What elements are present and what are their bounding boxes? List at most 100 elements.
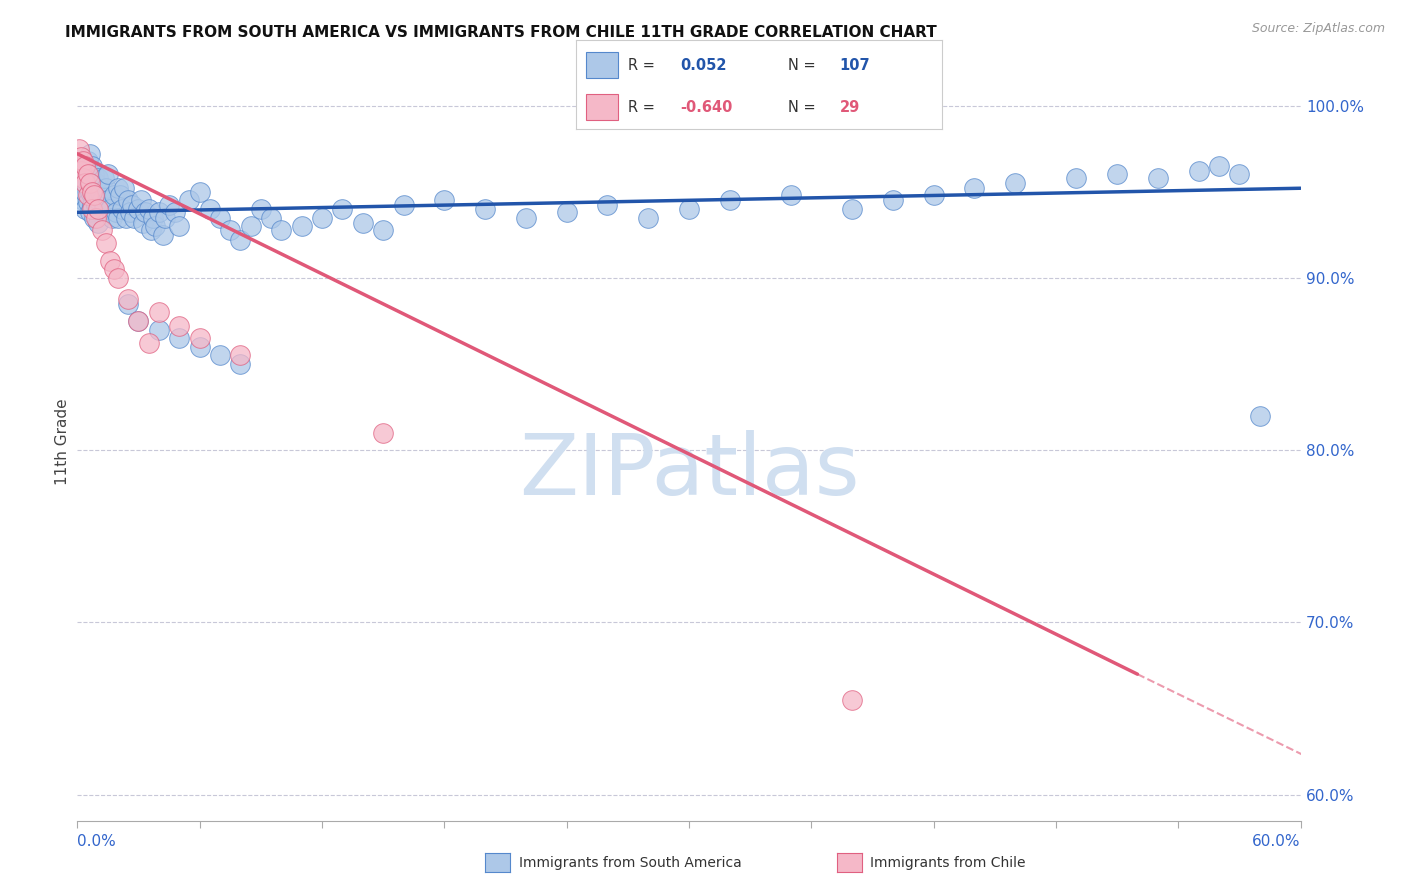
Point	[79, 205, 101, 219]
Point	[72, 153, 94, 168]
Text: 0.0%: 0.0%	[77, 834, 117, 849]
Point	[84, 198, 107, 212]
Point	[260, 211, 283, 225]
Point	[103, 188, 125, 202]
Point	[98, 253, 121, 268]
Point	[596, 198, 619, 212]
Point	[94, 236, 117, 251]
Point	[882, 194, 904, 208]
Point	[83, 211, 105, 225]
Point	[1147, 170, 1170, 185]
Point	[94, 181, 117, 195]
Text: 60.0%: 60.0%	[1253, 834, 1301, 849]
Text: N =: N =	[789, 100, 815, 114]
Point	[188, 340, 211, 354]
Text: ZIPatlas: ZIPatlas	[519, 430, 859, 514]
Point	[72, 170, 94, 185]
Point	[98, 202, 121, 216]
Point	[169, 219, 191, 234]
Point	[474, 202, 496, 216]
Point	[76, 172, 98, 186]
Point	[124, 211, 146, 225]
Point	[84, 211, 107, 225]
Point	[678, 202, 700, 216]
Point	[148, 322, 170, 336]
Point	[97, 194, 120, 208]
Point	[239, 219, 262, 234]
Point	[90, 222, 112, 236]
Point	[67, 181, 90, 195]
Text: -0.640: -0.640	[681, 100, 733, 114]
Point	[718, 194, 741, 208]
Point	[87, 170, 110, 185]
Point	[83, 168, 105, 182]
Point	[352, 216, 374, 230]
Text: 29: 29	[839, 100, 860, 114]
Text: 0.052: 0.052	[681, 58, 727, 72]
Point	[70, 162, 93, 177]
Point	[107, 211, 129, 225]
Point	[1066, 170, 1088, 185]
Point	[93, 170, 115, 185]
Point	[555, 205, 578, 219]
Point	[1208, 159, 1230, 173]
Point	[80, 202, 103, 216]
Point	[433, 194, 456, 208]
Text: N =: N =	[789, 58, 815, 72]
Point	[80, 185, 103, 199]
Point	[208, 348, 231, 362]
Text: 107: 107	[839, 58, 870, 72]
Point	[70, 188, 93, 202]
Point	[1107, 168, 1129, 182]
Point	[79, 185, 101, 199]
Point	[250, 202, 273, 216]
Point	[70, 164, 93, 178]
Point	[103, 262, 125, 277]
Point	[188, 331, 211, 345]
Point	[148, 305, 170, 319]
Point	[115, 211, 138, 225]
FancyBboxPatch shape	[585, 52, 619, 78]
Point	[117, 292, 139, 306]
Point	[637, 211, 659, 225]
Point	[142, 211, 165, 225]
Point	[70, 150, 93, 164]
Point	[371, 222, 394, 236]
Point	[93, 202, 115, 216]
Point	[270, 222, 292, 236]
Point	[129, 194, 152, 208]
Point	[112, 181, 135, 195]
Point	[219, 222, 242, 236]
Text: R =: R =	[627, 100, 655, 114]
Point	[131, 216, 153, 230]
Point	[80, 159, 103, 173]
Point	[229, 357, 252, 371]
Point	[67, 142, 90, 156]
Point	[79, 146, 101, 161]
Point	[117, 194, 139, 208]
Point	[76, 168, 98, 182]
Point	[311, 211, 333, 225]
Point	[76, 194, 98, 209]
Point	[101, 211, 124, 225]
Point	[139, 222, 162, 236]
Point	[152, 227, 174, 242]
Point	[138, 202, 160, 216]
Point	[963, 181, 986, 195]
Point	[392, 198, 415, 212]
Point	[127, 314, 149, 328]
Point	[75, 185, 97, 199]
Point	[779, 188, 801, 202]
Text: IMMIGRANTS FROM SOUTH AMERICA VS IMMIGRANTS FROM CHILE 11TH GRADE CORRELATION CH: IMMIGRANTS FROM SOUTH AMERICA VS IMMIGRA…	[65, 26, 936, 40]
Point	[75, 159, 97, 173]
Point	[1187, 164, 1209, 178]
Point	[127, 202, 149, 216]
Point	[75, 202, 97, 216]
Point	[157, 198, 180, 212]
Point	[75, 164, 97, 178]
Point	[83, 188, 105, 202]
Point	[72, 194, 94, 208]
Point	[229, 348, 252, 362]
Text: Source: ZipAtlas.com: Source: ZipAtlas.com	[1251, 22, 1385, 36]
Point	[79, 176, 101, 190]
